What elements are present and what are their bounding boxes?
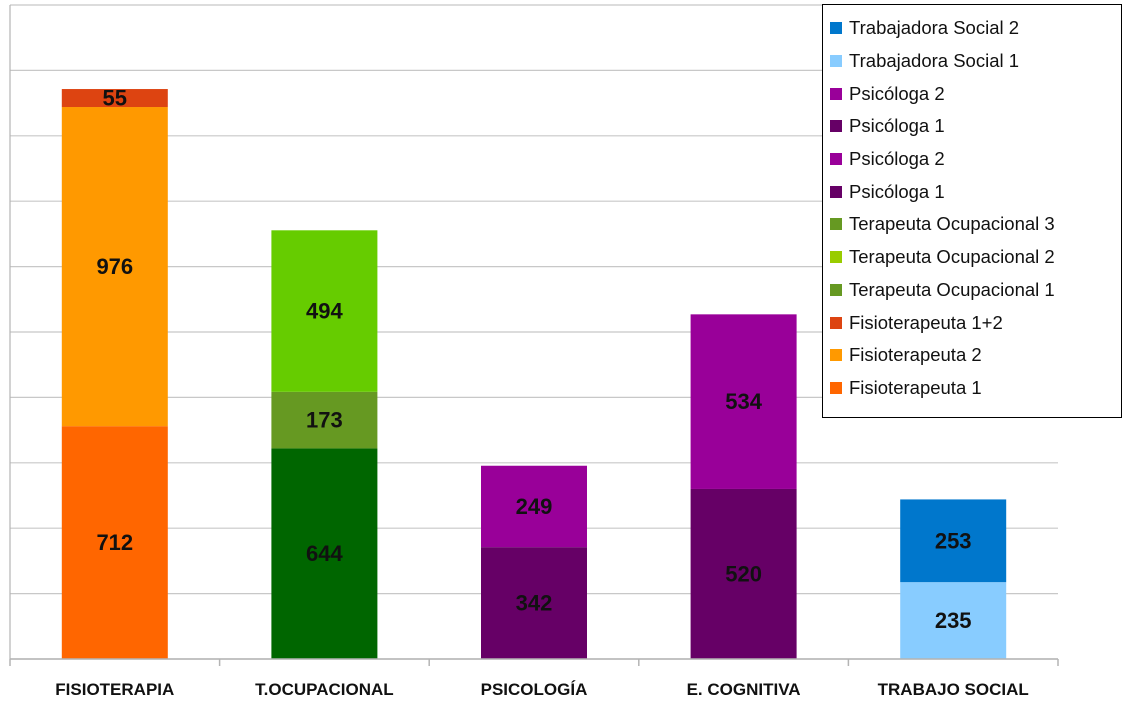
x-tick-label: TRABAJO SOCIAL [878,680,1029,699]
legend-swatch [830,185,842,198]
legend-item: Trabajadora Social 1 [830,45,1121,78]
legend-swatch [830,349,842,362]
legend-swatch [830,316,842,329]
bar-segment [900,499,1007,583]
x-tick-label: FISIOTERAPIA [55,680,174,699]
legend-item: Psicóloga 2 [830,77,1121,110]
data-label: 253 [935,528,972,553]
legend-item: Trabajadora Social 2 [830,12,1121,45]
legend-swatch [830,283,842,296]
bar-segment [271,230,378,392]
bar-segment [271,448,378,659]
data-label: 494 [306,299,343,324]
legend-swatch [830,153,842,166]
data-label: 235 [935,608,972,633]
x-tick-label: PSICOLOGÍA [481,680,588,699]
legend-label: Psicóloga 1 [849,115,945,137]
legend-label: Psicóloga 2 [849,82,945,104]
x-tick-label: T.OCUPACIONAL [255,680,394,699]
legend-label: Terapeuta Ocupacional 1 [849,278,1055,300]
legend-item: Terapeuta Ocupacional 1 [830,274,1121,307]
legend-label: Terapeuta Ocupacional 2 [849,246,1055,268]
bar-segment [481,465,587,548]
data-label: 976 [96,254,133,279]
data-label: 173 [306,408,343,433]
legend-swatch [830,87,842,100]
bars: 712 976 55 644 173 494 342 249 520 534 235 253 [61,86,1007,659]
legend-swatch [830,22,842,35]
bar-segment [271,391,378,449]
data-label: 249 [516,494,553,519]
legend-label: Trabajadora Social 2 [849,17,1020,39]
bar-segment [690,488,797,659]
legend-item: Terapeuta Ocupacional 2 [830,241,1121,274]
legend-item: Psicóloga 1 [830,175,1121,208]
legend-swatch [830,120,842,133]
legend: Trabajadora Social 2 Trabajadora Social … [822,4,1122,418]
x-tick-labels: FISIOTERAPIA T.OCUPACIONAL PSICOLOGÍA E. CO… [55,680,1028,699]
legend-label: Psicóloga 1 [849,180,945,202]
legend-item: Fisioterapeuta 1 [830,372,1121,405]
legend-swatch [830,251,842,264]
x-axis [9,658,1059,666]
legend-item: Psicóloga 2 [830,143,1121,176]
data-label: 520 [725,561,762,586]
data-label: 712 [96,530,133,555]
legend-swatch [830,381,842,394]
legend-item: Terapeuta Ocupacional 3 [830,208,1121,241]
x-tick-label: E. COGNITIVA [687,680,801,699]
legend-swatch [830,55,842,68]
legend-label: Trabajadora Social 1 [849,50,1020,72]
legend-item: Fisioterapeuta 2 [830,339,1121,372]
legend-label: Fisioterapeuta 1 [849,376,982,398]
data-label: 644 [306,541,343,566]
data-label: 55 [103,86,127,111]
bar-segment [481,547,587,659]
legend-swatch [830,218,842,231]
data-label: 342 [516,591,553,616]
bar-segment [61,426,168,659]
legend-label: Terapeuta Ocupacional 3 [849,213,1055,235]
legend-label: Fisioterapeuta 1+2 [849,311,1003,333]
bar-segment [690,314,797,489]
bar-segment [900,582,1007,659]
data-label: 534 [725,389,762,414]
bar-segment [61,89,168,108]
legend-label: Psicóloga 2 [849,148,945,170]
legend-item: Psicóloga 1 [830,110,1121,143]
legend-item: Fisioterapeuta 1+2 [830,306,1121,339]
legend-label: Fisioterapeuta 2 [849,344,982,366]
bar-segment [61,107,168,427]
